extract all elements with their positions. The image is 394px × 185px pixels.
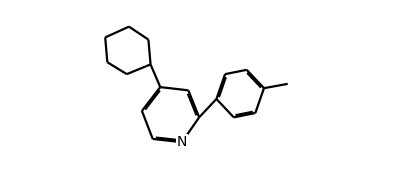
Text: N: N xyxy=(177,135,187,149)
